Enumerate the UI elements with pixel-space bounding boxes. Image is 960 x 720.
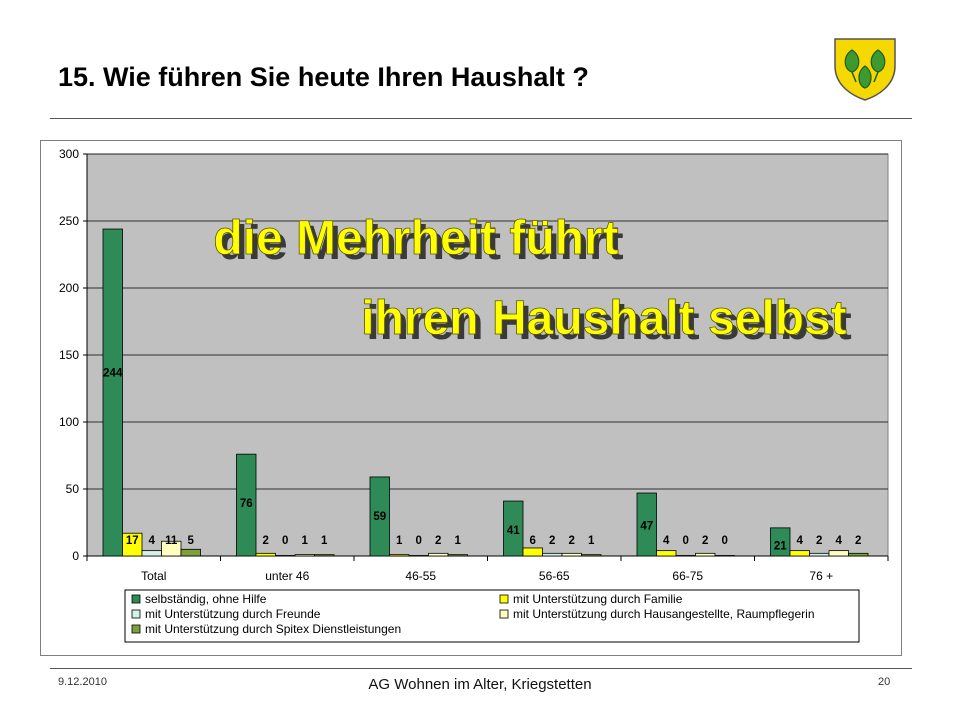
legend-swatch	[131, 624, 141, 634]
data-label: 2	[263, 535, 269, 547]
annotation-text: die Mehrheit führt	[213, 212, 618, 265]
bar-3	[828, 550, 849, 557]
bar-0	[636, 492, 657, 557]
bar-4	[714, 555, 735, 557]
page-number: 20	[878, 676, 891, 688]
bar-2	[809, 552, 830, 557]
data-label: 41	[507, 525, 520, 537]
legend-label: mit Unterstützung durch Spitex Dienstlei…	[145, 622, 401, 636]
data-label: 1	[396, 535, 403, 547]
x-tick-label: 56-65	[539, 569, 570, 583]
data-label: 2	[702, 535, 708, 547]
bar-3	[695, 552, 716, 557]
data-label: 4	[797, 535, 804, 547]
legend-box	[124, 589, 860, 643]
legend-label: mit Unterstützung durch Freunde	[145, 607, 321, 621]
x-tick-label: 76 +	[809, 569, 833, 583]
y-tick-label: 200	[59, 281, 79, 295]
data-label: 0	[282, 535, 288, 547]
coat-of-arms-icon	[834, 38, 896, 101]
bar-0	[369, 476, 390, 557]
data-label: 1	[321, 535, 328, 547]
y-tick-label: 250	[59, 214, 79, 228]
data-label: 0	[722, 535, 728, 547]
bar-4	[180, 548, 201, 557]
chart-frame: 0 50 100 150 200 250 300 die Mehrheit führt die …	[40, 140, 902, 656]
bar-2	[275, 555, 296, 557]
data-label: 0	[683, 535, 689, 547]
legend-label: selbständig, ohne Hilfe	[145, 592, 267, 606]
data-label: 2	[435, 535, 441, 547]
bar-3	[428, 552, 449, 557]
header-divider	[50, 118, 912, 119]
bar-1	[522, 547, 543, 557]
data-label: 4	[663, 535, 670, 547]
data-label: 4	[149, 535, 156, 547]
bar-4	[447, 554, 468, 557]
legend-swatch	[499, 609, 509, 619]
legend-swatch	[499, 594, 509, 604]
bar-2	[141, 550, 162, 557]
bar-3	[161, 540, 182, 557]
annotation-text: ihren Haushalt selbst	[361, 292, 846, 345]
bar-0	[503, 500, 524, 557]
footer-divider	[50, 668, 912, 669]
bar-1	[789, 550, 810, 557]
bar-1	[122, 532, 143, 557]
y-tick-label: 300	[59, 147, 79, 161]
footer-text: AG Wohnen im Alter, Kriegstetten	[368, 676, 592, 693]
data-label: 2	[569, 535, 575, 547]
annotation-shadow: ihren Haushalt selbst	[366, 297, 851, 350]
data-label: 5	[188, 535, 195, 547]
footer-date: 9.12.2010	[58, 676, 107, 688]
bar-3	[294, 554, 315, 557]
data-label: 2	[549, 535, 555, 547]
bar-4	[848, 552, 869, 557]
data-label: 2	[855, 535, 861, 547]
y-tick-label: 150	[59, 348, 79, 362]
x-tick-label: 46-55	[405, 569, 436, 583]
data-label: 1	[302, 535, 309, 547]
legend-label: mit Unterstützung durch Hausangestellte,…	[513, 607, 815, 621]
bar-2	[675, 555, 696, 557]
bar-1	[255, 552, 276, 557]
data-label: 47	[640, 520, 653, 532]
data-label: 59	[373, 511, 386, 523]
bar-1	[389, 554, 410, 557]
data-label: 11	[165, 535, 178, 547]
legend-swatch	[131, 609, 141, 619]
data-label: 17	[126, 535, 139, 547]
legend-swatch	[131, 594, 141, 604]
data-label: 76	[240, 498, 253, 510]
y-tick-label: 100	[59, 415, 79, 429]
bar-0	[102, 228, 123, 557]
bar-3	[561, 552, 582, 557]
data-label: 0	[416, 535, 422, 547]
data-label: 6	[530, 535, 536, 547]
x-tick-label: Total	[141, 569, 166, 583]
x-tick-label: unter 46	[265, 569, 309, 583]
bar-4	[581, 554, 602, 557]
bar-1	[656, 550, 677, 557]
legend-label: mit Unterstützung durch Familie	[513, 592, 683, 606]
y-tick-label: 0	[72, 549, 79, 563]
bar-4	[314, 554, 335, 557]
y-tick-label: 50	[66, 482, 80, 496]
bar-0	[770, 527, 791, 557]
bar-0	[236, 453, 257, 557]
data-label: 4	[836, 535, 843, 547]
data-label: 244	[103, 367, 123, 379]
data-label: 1	[588, 535, 595, 547]
bar-2	[408, 555, 429, 557]
data-label: 1	[455, 535, 462, 547]
data-label: 21	[774, 541, 787, 553]
bar-2	[542, 552, 563, 557]
data-label: 2	[816, 535, 822, 547]
slide-title: 15. Wie führen Sie heute Ihren Haushalt …	[58, 62, 589, 92]
x-tick-label: 66-75	[672, 569, 703, 583]
annotation-shadow: die Mehrheit führt	[218, 217, 623, 270]
